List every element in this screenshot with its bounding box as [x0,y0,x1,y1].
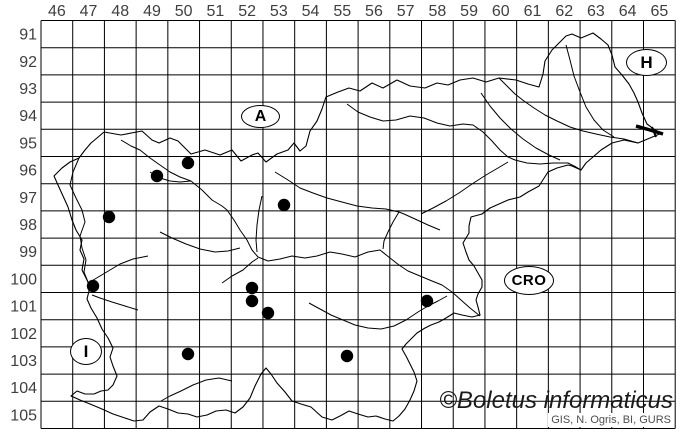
row-label: 97 [19,190,37,207]
country-border-slovenia [53,32,663,422]
river-idrijca [89,255,149,283]
river-pesnica [480,92,561,161]
river-voglajna [398,211,441,231]
country-label-hungary: H [626,49,667,76]
row-label: 102 [10,326,37,343]
river-reka [160,377,233,402]
occurrence-dot [277,198,291,212]
attribution-text: GIS, N. Ogris, BI, GURS [548,413,674,427]
occurrence-dot [181,156,195,170]
row-label: 91 [19,27,37,44]
row-label: 92 [19,54,37,71]
occurrence-dot [340,349,354,363]
column-label: 47 [80,3,98,20]
river-vipava [91,294,139,311]
river-exit-mark [651,126,657,138]
row-label: 98 [19,217,37,234]
river-ljubljanica [221,257,259,284]
occurrence-dot [181,347,195,361]
column-label: 61 [524,3,542,20]
river-mura [498,77,639,144]
row-label: 104 [10,380,37,397]
occurrence-dot [245,281,259,295]
river-sora [159,231,241,253]
column-label: 63 [587,3,605,20]
country-label-austria: A [241,105,280,128]
watermark-text: ©Boletus informaticus [439,387,673,414]
river-soca [69,157,90,293]
column-label: 50 [175,3,193,20]
column-label: 52 [238,3,256,20]
occurrence-dot [245,294,259,308]
river-savinja [274,171,400,250]
column-label: 59 [460,3,478,20]
column-label: 54 [302,3,320,20]
column-label: 64 [619,3,637,20]
column-label: 46 [48,3,66,20]
river-dravinja [420,161,509,215]
row-label: 96 [19,163,37,180]
river-ledava [565,44,615,138]
row-label: 93 [19,81,37,98]
column-label: 51 [207,3,225,20]
column-label: 62 [555,3,573,20]
occurrence-dot [150,169,164,183]
row-label: 100 [10,271,37,288]
column-label: 49 [143,3,161,20]
column-label: 58 [428,3,446,20]
occurrence-dot [86,279,100,293]
row-label: 105 [10,407,37,424]
occurrence-dot [420,294,434,308]
column-label: 65 [650,3,668,20]
column-label: 55 [333,3,351,20]
country-label-croatia: CRO [504,266,554,295]
row-label: 99 [19,244,37,261]
column-label: 48 [111,3,129,20]
river-drava [346,103,582,171]
occurrence-dot [261,306,275,320]
column-label: 60 [492,3,510,20]
occurrence-dot [102,210,116,224]
column-label: 57 [397,3,415,20]
row-label: 103 [10,353,37,370]
column-label: 56 [365,3,383,20]
row-label: 94 [19,108,37,125]
river-sava-dolinka [120,139,192,182]
country-label-italy: I [70,338,102,365]
row-label: 95 [19,135,37,152]
river-exit-mark [635,124,664,136]
river-kamniska-bistrica [255,195,263,253]
column-label: 53 [270,3,288,20]
row-label: 101 [10,299,37,316]
river-sava [190,180,481,317]
